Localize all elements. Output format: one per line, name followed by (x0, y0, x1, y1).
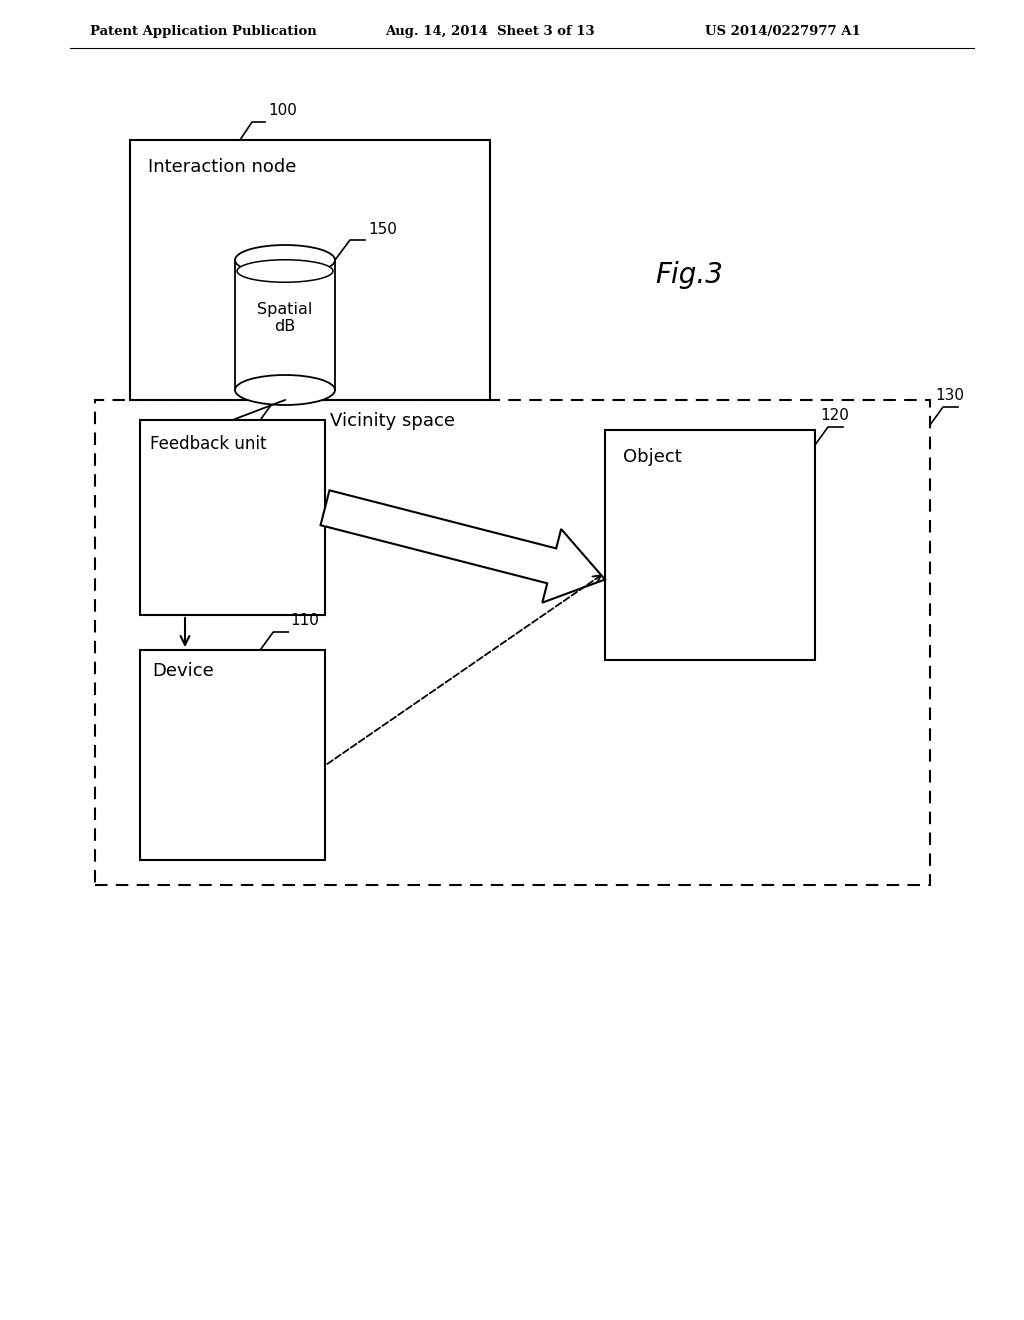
Text: Spatial
dB: Spatial dB (257, 302, 312, 334)
Bar (605, 430, 815, 660)
Bar (140, 420, 325, 615)
Text: Aug. 14, 2014  Sheet 3 of 13: Aug. 14, 2014 Sheet 3 of 13 (385, 25, 595, 38)
Text: 110: 110 (290, 612, 319, 628)
Text: Device: Device (152, 663, 214, 680)
Polygon shape (321, 490, 605, 603)
Text: Patent Application Publication: Patent Application Publication (90, 25, 316, 38)
Ellipse shape (237, 260, 333, 282)
Text: Feedback unit: Feedback unit (150, 436, 266, 453)
Ellipse shape (234, 246, 335, 275)
Bar (95, 400, 930, 884)
Text: 150: 150 (368, 222, 397, 238)
Text: 140: 140 (290, 383, 319, 399)
Bar (140, 649, 325, 861)
Bar (130, 140, 490, 400)
Text: US 2014/0227977 A1: US 2014/0227977 A1 (705, 25, 861, 38)
Text: 130: 130 (935, 388, 964, 403)
Text: Vicinity space: Vicinity space (330, 412, 455, 430)
Ellipse shape (234, 375, 335, 405)
Text: 100: 100 (268, 103, 297, 117)
Text: Object: Object (623, 447, 682, 466)
Text: Interaction node: Interaction node (148, 158, 296, 176)
Text: Fig.3: Fig.3 (655, 261, 723, 289)
Bar (234, 260, 335, 389)
Text: 120: 120 (820, 408, 849, 422)
